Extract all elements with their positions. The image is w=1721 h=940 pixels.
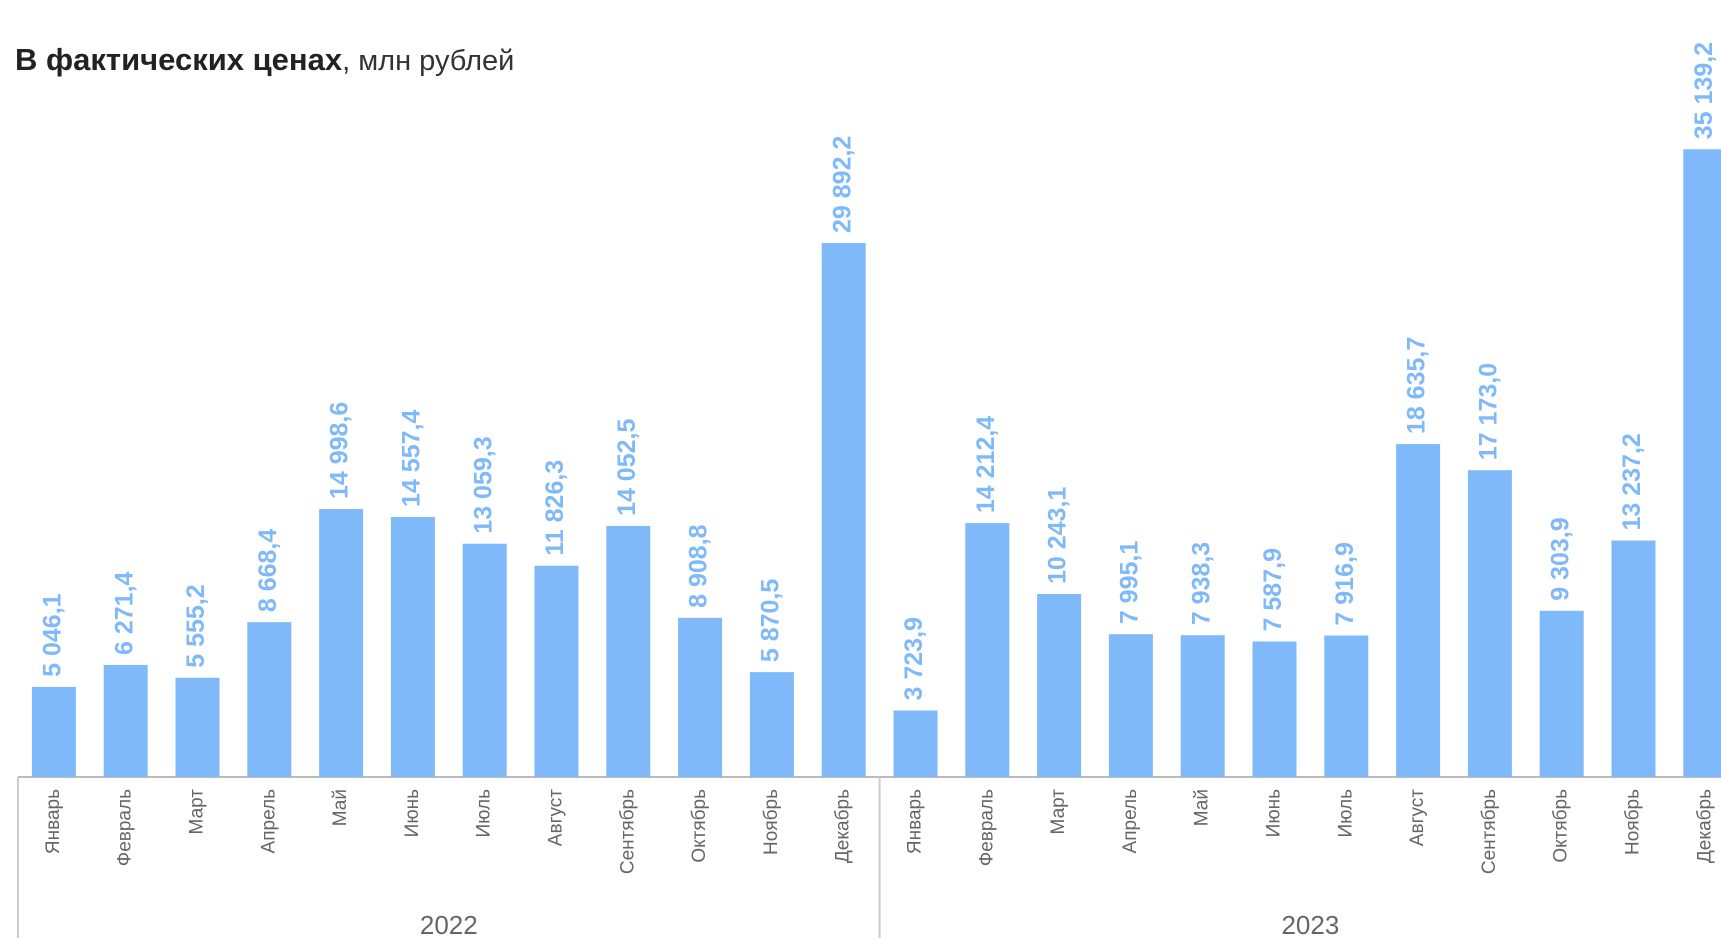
x-tick-label: Август — [546, 789, 567, 846]
bar — [606, 525, 651, 777]
x-tick-label: Май — [1192, 789, 1213, 826]
chart-title: В фактических ценах, млн рублей — [15, 42, 514, 77]
title-main: В фактических ценах — [15, 42, 343, 77]
bar — [31, 686, 76, 777]
value-label: 7 916,9 — [1331, 542, 1359, 625]
value-label: 9 303,9 — [1546, 517, 1574, 600]
value-label: 14 212,4 — [972, 416, 1000, 513]
bar — [965, 523, 1010, 777]
value-label: 17 173,0 — [1475, 363, 1503, 460]
value-label: 7 587,9 — [1259, 548, 1287, 631]
x-tick-label: Июнь — [1264, 789, 1285, 837]
x-tick-label: Сентябрь — [617, 789, 638, 874]
bar — [893, 710, 938, 777]
x-tick-label: Июль — [1335, 789, 1356, 838]
bar — [390, 516, 435, 777]
x-tick-label: Декабрь — [833, 789, 854, 863]
value-label: 14 557,4 — [398, 410, 426, 507]
x-tick-label: Февраль — [976, 789, 997, 866]
bar — [749, 672, 794, 777]
bar — [1037, 594, 1082, 777]
value-label: 11 826,3 — [541, 460, 569, 556]
value-label: 14 998,6 — [326, 402, 354, 499]
bar — [1108, 634, 1153, 777]
value-label: 5 555,2 — [182, 584, 210, 667]
bar — [1180, 635, 1225, 777]
bar — [247, 622, 292, 777]
value-label: 3 723,9 — [900, 617, 928, 700]
value-label: 6 271,4 — [110, 571, 138, 655]
bar — [1539, 610, 1584, 777]
group-label: 2023 — [1281, 910, 1339, 940]
x-tick-label: Март — [187, 789, 208, 835]
bar — [1467, 470, 1512, 777]
x-tick-label: Январь — [43, 789, 64, 854]
x-tick-label: Ноябрь — [761, 789, 782, 855]
value-label: 8 668,4 — [254, 529, 282, 613]
value-label: 14 052,5 — [613, 419, 641, 516]
value-label: 29 892,2 — [828, 136, 856, 233]
x-tick-label: Август — [1407, 789, 1428, 846]
x-tick-label: Март — [1048, 789, 1069, 835]
bar — [319, 509, 364, 777]
value-label: 8 908,8 — [685, 524, 713, 608]
bar — [1683, 149, 1721, 778]
x-tick-label: Ноябрь — [1623, 789, 1644, 855]
x-tick-label: Июль — [474, 789, 495, 838]
bar — [103, 664, 148, 777]
bar — [1324, 635, 1369, 777]
value-label: 7 995,1 — [1116, 541, 1144, 625]
x-tick-label: Февраль — [115, 789, 136, 866]
value-label: 13 237,2 — [1618, 433, 1646, 530]
x-tick-label: Апрель — [1120, 789, 1141, 854]
x-tick-label: Май — [330, 789, 351, 826]
x-tick-label: Октябрь — [689, 789, 710, 863]
x-tick-label: Январь — [905, 789, 926, 854]
bar — [1396, 444, 1441, 777]
bar — [1252, 641, 1297, 777]
x-tick-label: Июнь — [402, 789, 423, 837]
value-label: 5 870,5 — [757, 579, 785, 663]
bar — [175, 677, 220, 777]
x-tick-label: Сентябрь — [1479, 789, 1500, 874]
value-label: 7 938,3 — [1187, 542, 1215, 625]
bar — [821, 242, 866, 778]
value-label: 13 059,3 — [469, 436, 497, 533]
value-label: 5 046,1 — [39, 593, 67, 677]
bar — [534, 565, 579, 777]
x-tick-label: Декабрь — [1694, 789, 1715, 863]
value-label: 18 635,7 — [1403, 337, 1431, 434]
title-unit: , млн рублей — [342, 45, 514, 77]
bar — [678, 617, 723, 777]
bar — [1611, 540, 1656, 777]
value-label: 10 243,1 — [1044, 487, 1072, 584]
x-tick-label: Апрель — [258, 789, 279, 854]
value-label: 35 139,2 — [1690, 42, 1718, 139]
group-label: 2022 — [420, 910, 478, 940]
bar — [462, 543, 507, 777]
x-tick-label: Октябрь — [1551, 789, 1572, 863]
